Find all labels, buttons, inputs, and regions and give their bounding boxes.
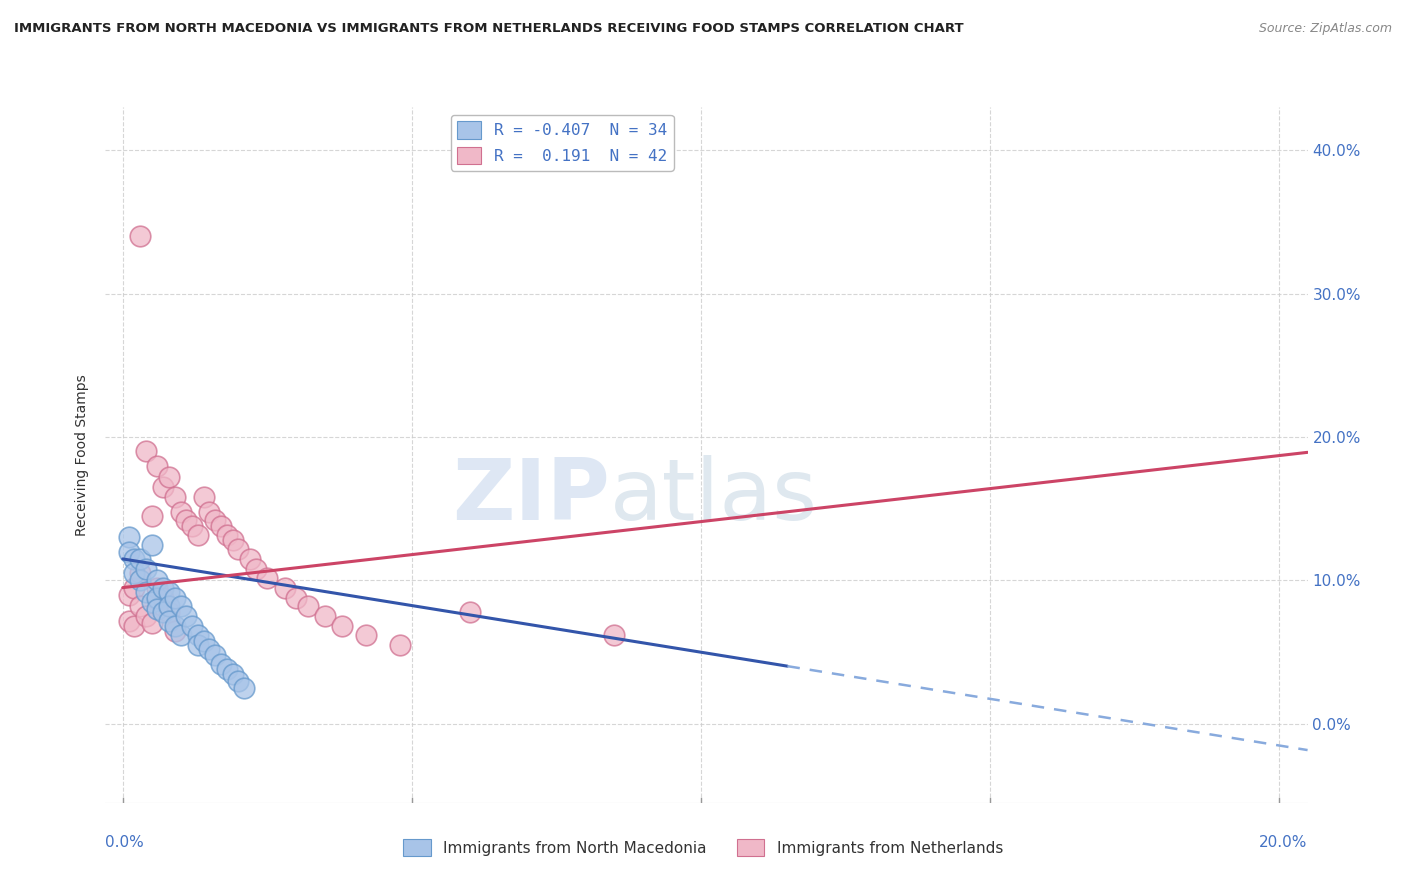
Point <box>221 666 243 681</box>
Point <box>135 609 157 624</box>
Point <box>233 681 256 695</box>
Point <box>124 566 146 581</box>
Y-axis label: Receiving Food Stamps: Receiving Food Stamps <box>76 374 90 536</box>
Point <box>152 605 174 619</box>
Point <box>129 566 152 581</box>
Text: 20.0%: 20.0% <box>1260 836 1308 850</box>
Text: 0.0%: 0.0% <box>105 836 145 850</box>
Point <box>204 513 226 527</box>
Point <box>157 614 180 628</box>
Point <box>193 490 215 504</box>
Point <box>285 591 308 605</box>
Text: atlas: atlas <box>610 455 818 538</box>
Point <box>129 599 152 614</box>
Point <box>157 470 180 484</box>
Point <box>157 585 180 599</box>
Point <box>273 581 295 595</box>
Point <box>135 585 157 599</box>
Text: ZIP: ZIP <box>453 455 610 538</box>
Point <box>169 505 191 519</box>
Point <box>209 657 232 671</box>
Point <box>354 628 377 642</box>
Point <box>176 609 198 624</box>
Point <box>204 648 226 662</box>
Point <box>152 581 174 595</box>
Point <box>198 505 221 519</box>
Point <box>135 562 157 576</box>
Point <box>124 581 146 595</box>
Point <box>389 638 412 652</box>
Point <box>157 605 180 619</box>
Text: Source: ZipAtlas.com: Source: ZipAtlas.com <box>1258 22 1392 36</box>
Point <box>141 508 163 523</box>
Point <box>245 562 267 576</box>
Point <box>187 527 209 541</box>
Point <box>169 628 191 642</box>
Point <box>117 545 139 559</box>
Point <box>141 616 163 631</box>
Point <box>181 619 204 633</box>
Point <box>129 229 152 244</box>
Point <box>314 609 336 624</box>
Point <box>193 633 215 648</box>
Point <box>152 480 174 494</box>
Point <box>256 571 278 585</box>
Point <box>297 599 319 614</box>
Point <box>129 552 152 566</box>
Point <box>169 599 191 614</box>
Point <box>124 552 146 566</box>
Point <box>117 530 139 544</box>
Point <box>176 513 198 527</box>
Point <box>332 619 354 633</box>
Text: IMMIGRANTS FROM NORTH MACEDONIA VS IMMIGRANTS FROM NETHERLANDS RECEIVING FOOD ST: IMMIGRANTS FROM NORTH MACEDONIA VS IMMIG… <box>14 22 963 36</box>
Point <box>215 662 238 676</box>
Point <box>129 574 152 588</box>
Point <box>228 541 250 556</box>
Point <box>228 673 250 688</box>
Point <box>163 490 186 504</box>
Legend: R = -0.407  N = 34, R =  0.191  N = 42: R = -0.407 N = 34, R = 0.191 N = 42 <box>451 115 673 170</box>
Point <box>146 574 169 588</box>
Point <box>215 527 238 541</box>
Point <box>163 619 186 633</box>
Point <box>187 638 209 652</box>
Point <box>163 591 186 605</box>
Legend: Immigrants from North Macedonia, Immigrants from Netherlands: Immigrants from North Macedonia, Immigra… <box>396 833 1010 862</box>
Point <box>458 605 481 619</box>
Point <box>239 552 262 566</box>
Point <box>146 591 169 605</box>
Point <box>141 595 163 609</box>
Point <box>187 628 209 642</box>
Point <box>152 591 174 605</box>
Point <box>209 519 232 533</box>
Point <box>124 619 146 633</box>
Point <box>603 628 626 642</box>
Point <box>221 533 243 548</box>
Point <box>181 519 204 533</box>
Point <box>198 642 221 657</box>
Point <box>146 581 169 595</box>
Point <box>135 444 157 458</box>
Point <box>146 602 169 616</box>
Point <box>157 599 180 614</box>
Point <box>141 538 163 552</box>
Point <box>117 588 139 602</box>
Point <box>163 624 186 638</box>
Point <box>146 458 169 473</box>
Point <box>117 614 139 628</box>
